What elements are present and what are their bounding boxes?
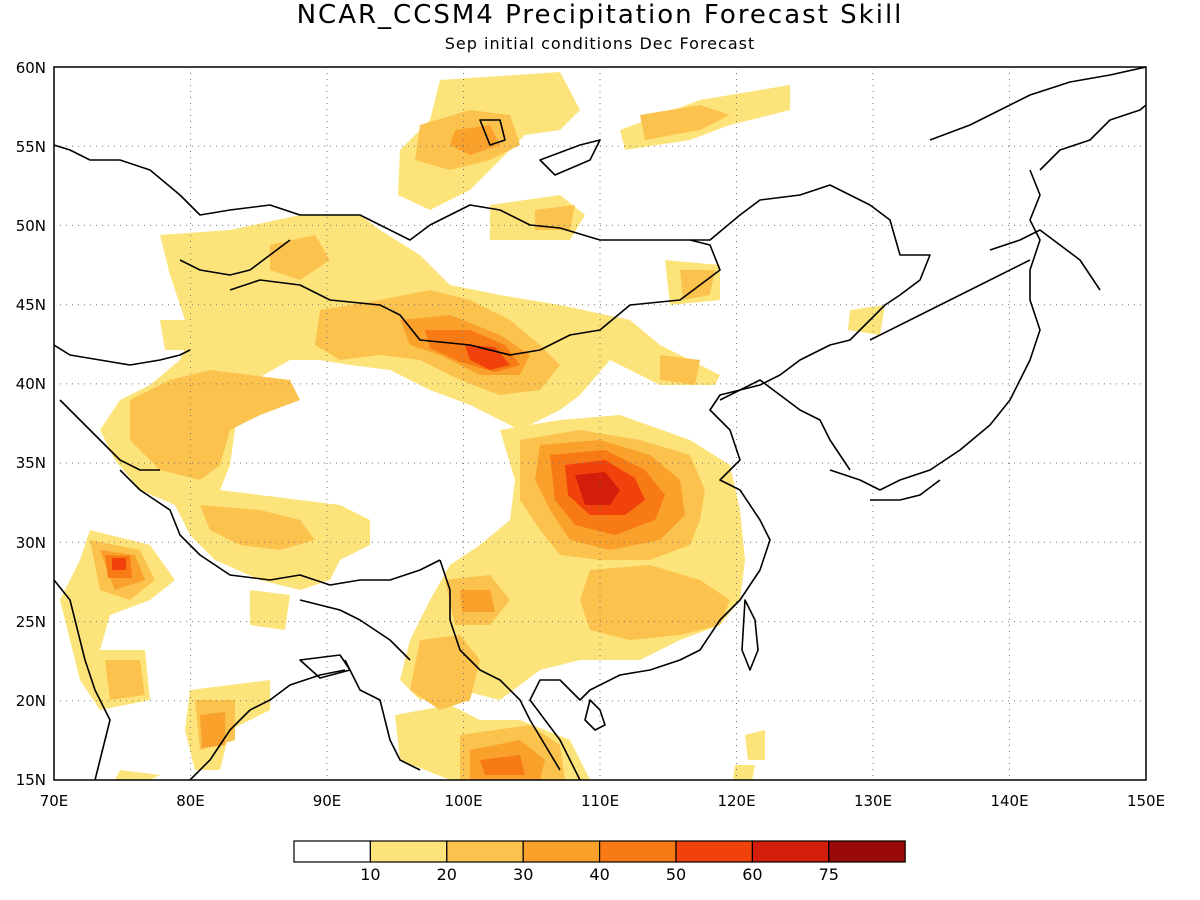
lat-tick-label: 15N: [16, 771, 46, 789]
lon-tick-label: 130E: [854, 792, 892, 810]
colorbar-swatch: [293, 840, 372, 863]
coastlines-borders: [54, 67, 1146, 780]
lon-axis-labels: 70E 80E 90E 100E 110E 120E 130E 140E 150…: [40, 792, 1165, 810]
lat-axis-labels: 15N 20N 25N 30N 35N 40N 45N 50N 55N 60N: [16, 59, 46, 789]
lat-tick-label: 40N: [16, 375, 46, 393]
lat-tick-label: 35N: [16, 454, 46, 472]
map-subtitle: Sep initial conditions Dec Forecast: [444, 34, 756, 53]
lon-tick-label: 100E: [444, 792, 482, 810]
plot-frame: [53, 66, 1147, 781]
contour-level-60: [575, 472, 620, 505]
colorbar-swatch: [675, 840, 754, 863]
colorbar-label: 40: [589, 865, 609, 884]
map-title: NCAR_CCSM4 Precipitation Forecast Skill: [296, 0, 904, 30]
colorbar-swatch: [828, 840, 906, 863]
colorbar-swatch: [751, 840, 830, 863]
skill-contours: [60, 72, 885, 780]
colorbar-swatch: [522, 840, 601, 863]
colorbar-swatch: [369, 840, 448, 863]
lon-tick-label: 110E: [581, 792, 619, 810]
colorbar-label: 60: [742, 865, 762, 884]
lat-tick-label: 45N: [16, 296, 46, 314]
colorbar-label: 20: [437, 865, 457, 884]
lon-tick-label: 120E: [717, 792, 755, 810]
colorbar-label: 30: [513, 865, 533, 884]
lat-tick-label: 25N: [16, 613, 46, 631]
lat-tick-label: 60N: [16, 59, 46, 77]
colorbar: 10 20 30 40 50 60 75: [293, 840, 906, 884]
colorbar-swatch: [446, 840, 524, 863]
lat-tick-label: 20N: [16, 692, 46, 710]
lon-tick-label: 70E: [40, 792, 69, 810]
lat-tick-label: 50N: [16, 217, 46, 235]
lat-tick-label: 30N: [16, 534, 46, 552]
colorbar-label: 10: [360, 865, 380, 884]
gridlines: [54, 67, 1146, 780]
colorbar-label: 50: [666, 865, 686, 884]
lat-tick-label: 55N: [16, 138, 46, 156]
colorbar-swatch: [598, 840, 677, 863]
lon-tick-label: 150E: [1127, 792, 1165, 810]
colorbar-label: 75: [819, 865, 839, 884]
lon-tick-label: 80E: [176, 792, 205, 810]
lon-tick-label: 90E: [313, 792, 342, 810]
lon-tick-label: 140E: [990, 792, 1028, 810]
